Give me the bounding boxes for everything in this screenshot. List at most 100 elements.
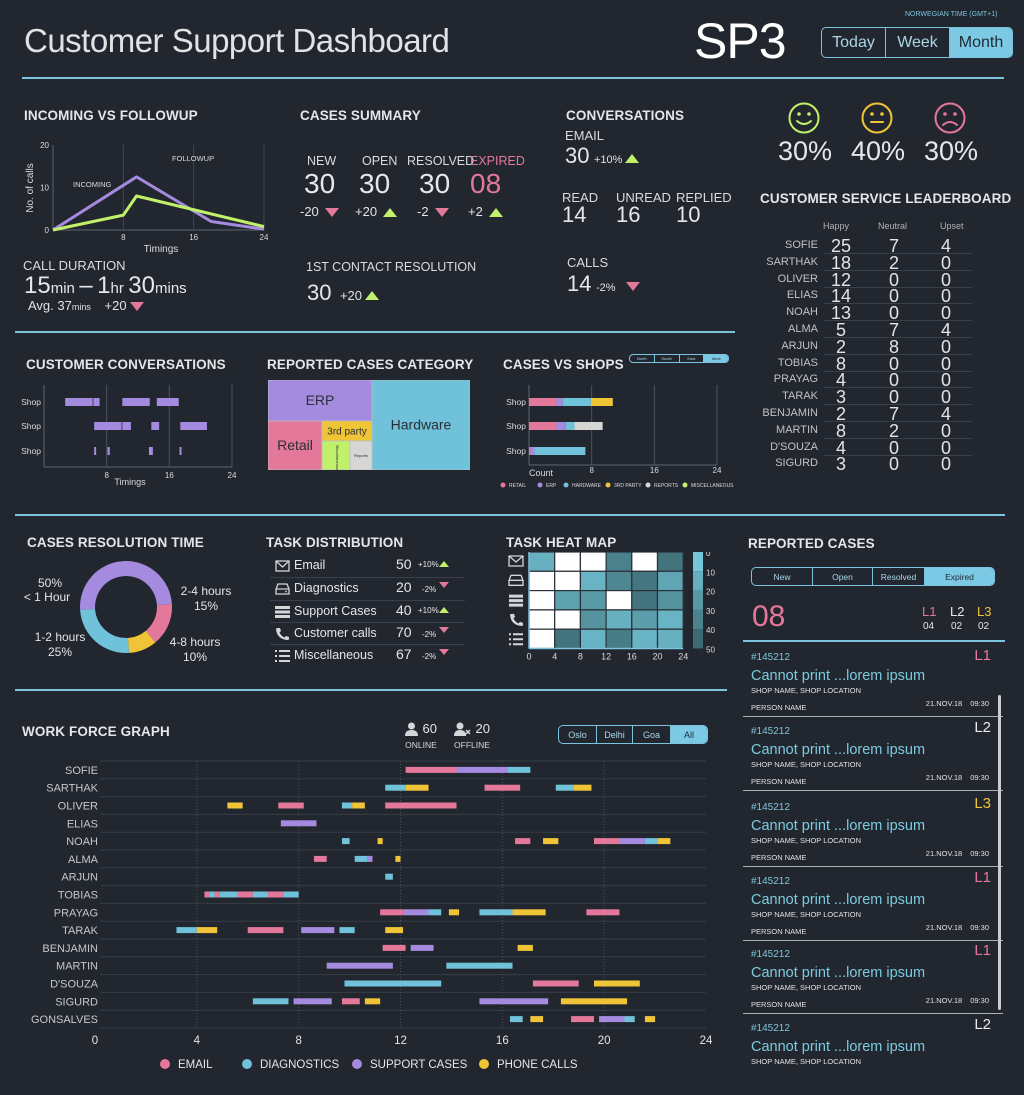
region-east-button[interactable]: East xyxy=(680,355,705,362)
duration-min-value: 15 xyxy=(24,272,51,299)
email-icon xyxy=(275,560,290,575)
case-id: #145212 xyxy=(751,802,790,813)
case-title[interactable]: Cannot print ...lorem ipsum xyxy=(751,965,926,981)
period-selector: Today Week Month xyxy=(821,27,1013,58)
trend-up-icon xyxy=(439,561,449,567)
case-list-item[interactable]: #145212 L1 Cannot print ...lorem ipsum SHOP… xyxy=(743,867,1003,941)
conversations-title: CONVERSATIONS xyxy=(566,108,685,123)
x-tick-label: 8 xyxy=(589,466,594,475)
section-divider xyxy=(15,689,727,691)
case-list-item[interactable]: #145212 L1 Cannot print ...lorem ipsum SHOP… xyxy=(743,643,1003,717)
level-label: L1 xyxy=(922,604,937,619)
location-delhi-button[interactable]: Delhi xyxy=(597,726,633,743)
location-all-button[interactable]: All xyxy=(671,726,707,743)
row-icon-shape xyxy=(510,613,523,626)
leaderboard-neutral: 7 xyxy=(888,236,899,256)
donut-slice xyxy=(80,608,129,653)
case-title[interactable]: Cannot print ...lorem ipsum xyxy=(751,892,926,908)
tab-resolved[interactable]: Resolved xyxy=(873,568,925,585)
trend-up-icon xyxy=(488,208,503,218)
legend-label: MISCELLANEOUS xyxy=(691,483,734,489)
heatmap-cell xyxy=(656,609,684,630)
tab-expired[interactable]: Expired xyxy=(925,568,994,585)
x-tick-label: 20 xyxy=(652,652,662,662)
task-change: +10% xyxy=(418,605,439,615)
list-icon xyxy=(275,650,290,665)
activity-bar xyxy=(586,909,620,916)
leaderboard-neutral: 2 xyxy=(888,420,899,441)
cases-summary-title: CASES SUMMARY xyxy=(300,108,421,123)
leaderboard-row-divider xyxy=(824,454,972,456)
case-list-scrollbar[interactable] xyxy=(998,695,1001,1010)
period-week-button[interactable]: Week xyxy=(886,28,950,57)
x-tick-label: 8 xyxy=(121,233,126,242)
leaderboard-title: CUSTOMER SERVICE LEADERBOARD xyxy=(760,191,1012,206)
region-north-button[interactable]: North xyxy=(630,355,655,362)
section-divider xyxy=(15,514,1005,516)
case-title[interactable]: Cannot print ...lorem ipsum xyxy=(751,742,926,758)
period-month-button[interactable]: Month xyxy=(950,28,1012,57)
task-change: -2% xyxy=(422,652,437,662)
case-list-item[interactable]: #145212 L2 Cannot print ...lorem ipsum SHOP… xyxy=(743,1014,1003,1094)
treemap-label: Hardware xyxy=(391,417,452,433)
change-value: +2 xyxy=(468,204,483,219)
leaderboard-upset: 0 xyxy=(940,420,951,441)
tab-open[interactable]: Open xyxy=(813,568,873,585)
tab-new[interactable]: New xyxy=(752,568,813,585)
trend-up-icon xyxy=(383,208,398,218)
leaderboard-happy: 8 xyxy=(835,420,846,441)
first-contact-label: 1ST CONTACT RESOLUTION xyxy=(306,260,477,274)
case-list-item[interactable]: #145212 L1 Cannot print ...lorem ipsum SHOP… xyxy=(743,940,1003,1014)
activity-bar xyxy=(204,891,210,898)
x-axis-label: Timings xyxy=(144,244,179,255)
case-date: 21.NOV.18 xyxy=(925,773,963,782)
page-title: Customer Support Dashboard xyxy=(24,22,450,59)
online-stat: 60 ONLINE xyxy=(403,720,439,750)
legend-dot xyxy=(605,482,611,488)
stacked-bar-erp xyxy=(556,422,566,430)
heatmap-cell xyxy=(631,628,659,650)
level-label: L3 xyxy=(977,604,992,619)
leaderboard-neutral: 7 xyxy=(888,320,899,340)
leaderboard-upset: 0 xyxy=(940,303,951,324)
heatmap-cell xyxy=(656,589,684,611)
x-tick-label: 0 xyxy=(526,652,531,662)
face-eye xyxy=(953,112,957,116)
case-title[interactable]: Cannot print ...lorem ipsum xyxy=(751,818,926,834)
activity-bar xyxy=(507,766,531,773)
case-shop: SHOP NAME, SHOP LOCATION xyxy=(751,686,862,695)
region-south-button[interactable]: South xyxy=(655,355,680,362)
conversation-bar xyxy=(148,447,153,455)
region-west-button[interactable]: West xyxy=(704,355,728,362)
face-outline xyxy=(861,102,893,134)
level-label: L2 xyxy=(950,604,965,619)
activity-bar xyxy=(196,927,218,934)
location-oslo-button[interactable]: Oslo xyxy=(559,726,597,743)
worker-name: OLIVER xyxy=(58,801,98,813)
reported-cases-category-title: REPORTED CASES CATEGORY xyxy=(267,357,474,372)
case-list-item[interactable]: #145212 L3 Cannot print ...lorem ipsum SHOP… xyxy=(743,793,1003,867)
worker-name: SARTHAK xyxy=(46,783,98,795)
calls-change: -2% xyxy=(595,282,616,294)
leaderboard-neutral: 0 xyxy=(888,437,899,458)
case-datetime: 21.NOV.18 09:30 xyxy=(926,923,989,932)
case-list-item[interactable]: #145212 L2 Cannot print ...lorem ipsum SHOP… xyxy=(743,717,1003,791)
activity-bar xyxy=(456,766,508,773)
task-value: 70 xyxy=(396,623,412,640)
leaderboard-happy: 2 xyxy=(835,404,846,424)
heatmap-cell xyxy=(528,589,556,611)
case-person: PERSON NAME xyxy=(751,853,807,862)
incoming-followup-title: INCOMING VS FOLLOWUP xyxy=(24,108,198,123)
case-title[interactable]: Cannot print ...lorem ipsum xyxy=(751,1039,926,1055)
case-title[interactable]: Cannot print ...lorem ipsum xyxy=(751,668,926,684)
conversation-bar xyxy=(156,398,179,406)
conversation-bar xyxy=(122,398,150,406)
leaderboard-row-divider xyxy=(824,253,972,254)
face-eye xyxy=(880,112,884,116)
leaderboard-upset: 0 xyxy=(940,336,951,357)
donut-label: < 1 Hour xyxy=(24,590,70,604)
location-goa-button[interactable]: Goa xyxy=(633,726,671,743)
duration-max-m-unit: mins xyxy=(155,280,187,297)
period-today-button[interactable]: Today xyxy=(822,28,886,57)
heatmap-cell xyxy=(554,552,582,572)
